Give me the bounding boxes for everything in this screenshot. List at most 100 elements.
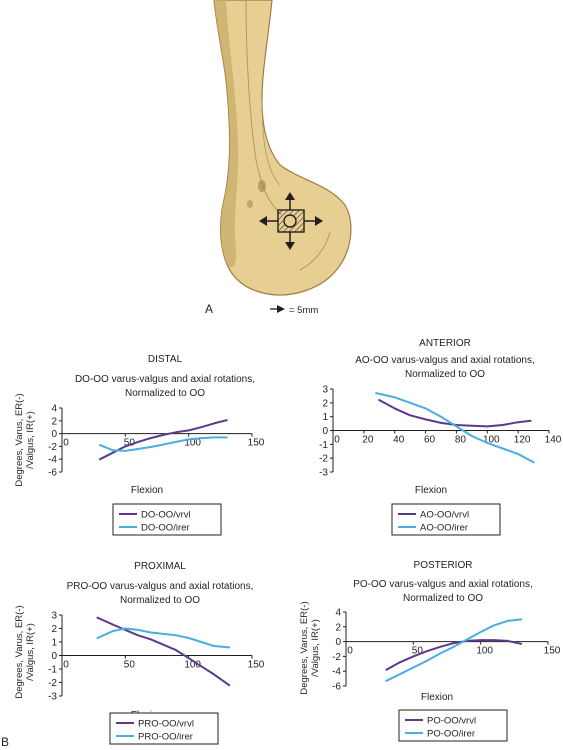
chart-subtitle: Normalized to OO [120,595,200,606]
arrow-left-icon [259,216,267,226]
data-point [493,624,496,627]
section-title: ANTERIOR [419,338,471,349]
series-line-do-oo-vrvl [99,419,228,461]
data-point [149,437,152,439]
legend-box [391,503,501,536]
y-axis-label-line2: /Valgus, IR(+) [25,411,36,469]
chart-proximal: PROXIMAL PRO-OO varus-valgus and axial ro… [14,561,265,745]
y-axis-label-line1: Degrees, Varus, ER(-) [14,605,25,698]
chart-subtitle: Normalized to OO [125,388,205,399]
data-point [486,425,489,428]
legend-label: AO-OO/vrvl [420,510,469,521]
data-point [187,429,190,432]
data-point [479,631,482,633]
legend-box [109,712,219,745]
y-axis-label-line2: /Valgus, IR(+) [25,623,36,681]
chart-distal: DISTAL DO-OO varus-valgus and axial rotat… [14,354,265,536]
y-tick-label: 4 [335,608,341,619]
data-point [424,407,427,410]
data-point [409,401,412,404]
x-tick-label: 60 [424,435,436,446]
bone-ridge-2 [261,99,281,186]
x-tick-label: 100 [184,660,201,671]
data-point [378,399,381,401]
data-point [486,442,489,444]
data-point [466,638,469,641]
y-tick-label: 0 [322,426,328,437]
data-point [137,634,139,637]
x-tick-label: 50 [124,660,136,671]
legend-label: PRO-OO/vrvl [138,719,194,730]
data-point [517,421,520,424]
y-tick-label: 0 [51,651,57,662]
data-point [412,655,415,658]
section-title: DISTAL [148,354,183,365]
y-tick-label: -4 [48,455,57,466]
y-tick-label: -2 [319,454,328,465]
data-point [187,657,190,660]
panel-b-label: B [1,735,9,749]
data-point [452,645,455,648]
data-point [452,642,455,644]
y-axis-label-line1: Degrees, Varus, ER(-) [14,393,25,486]
data-point [149,638,152,641]
x-tick-label: 120 [514,435,531,446]
data-point [520,618,522,621]
data-point [200,641,203,643]
y-tick-label: 2 [322,398,328,409]
data-point [137,628,139,631]
x-tick-label: 50 [124,438,136,449]
y-tick-label: -1 [319,440,328,451]
x-tick-label: 0 [334,435,340,446]
data-point [162,643,165,646]
data-point [96,616,99,619]
data-point [111,623,114,626]
x-tick-label: 80 [455,435,467,446]
data-point [213,436,215,439]
legend-label: DO-OO/vrvl [141,510,191,521]
data-point [440,415,442,418]
y-tick-label: -4 [332,667,341,678]
data-point [501,424,504,426]
y-axis-label-line2: /Valgus, IR(+) [310,619,321,677]
legend-box [112,503,222,536]
x-tick-label: 0 [63,660,69,671]
data-point [412,666,415,669]
center-circle [283,214,297,228]
data-point [124,445,127,448]
chart-posterior: POSTERIOR PO-OO varus-valgus and axial ro… [299,560,561,742]
y-tick-label: 2 [51,624,57,635]
data-point [111,630,114,633]
data-point [501,447,504,450]
chart-anterior: ANTERIOR AO-OO varus-valgus and axial rot… [319,338,562,536]
x-tick-label: 20 [362,435,374,446]
series-line-ao-oo-irer [375,392,535,464]
data-point [99,444,101,447]
legend-box [398,709,508,742]
data-point [99,458,101,461]
scale-arrow [270,305,285,313]
y-tick-label: -2 [48,442,57,453]
data-point [213,422,215,425]
y-tick-label: 3 [51,611,57,622]
data-point [137,448,139,450]
series-line-po-oo-vrvl [385,639,523,671]
data-point [200,665,203,668]
x-axis-label: Flexion [415,485,447,496]
section-title: POSTERIOR [414,560,473,571]
chart-title: DO-OO varus-valgus and axial rotations, [75,374,255,385]
data-point [440,421,442,424]
scale-text: = 5mm [289,305,318,316]
data-point [228,646,231,649]
data-point [398,661,401,664]
data-point [162,633,165,635]
legend-label: PO-OO/vrvl [427,716,476,727]
y-axis-label-line1: Degrees, Varus, ER(-) [299,601,310,694]
data-point [439,652,442,655]
x-axis-label: Flexion [131,485,163,496]
data-point [162,433,165,436]
data-point [213,645,215,647]
data-point [149,446,152,448]
data-point [493,639,496,642]
section-title: PROXIMAL [134,561,186,572]
